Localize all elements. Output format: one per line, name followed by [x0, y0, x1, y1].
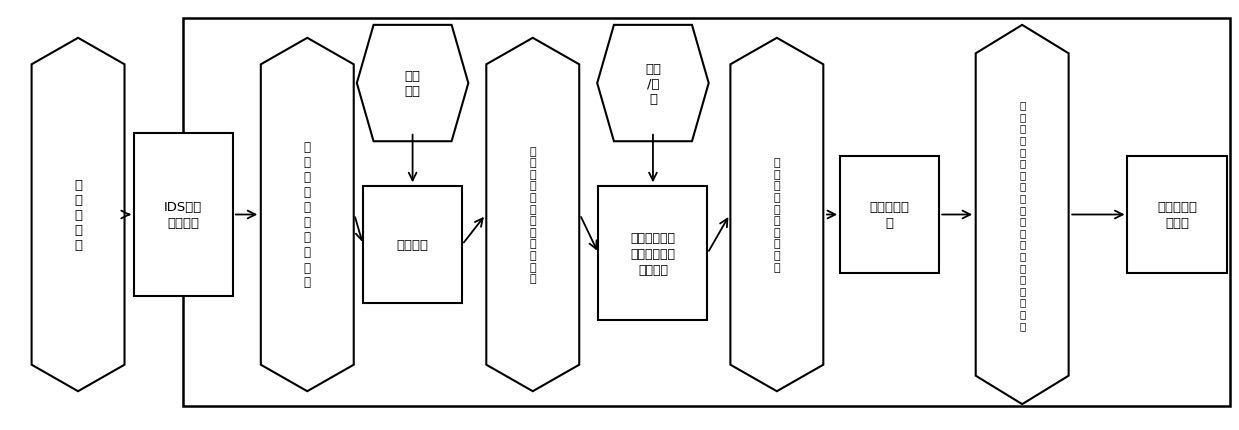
Polygon shape	[597, 26, 709, 142]
Polygon shape	[486, 39, 579, 391]
Text: 接
点
设
计
器
－
采
集
设
备
选
择: 接 点 设 计 器 － 采 集 设 备 选 择	[529, 146, 536, 284]
Polygon shape	[32, 39, 124, 391]
Polygon shape	[976, 26, 1068, 404]
Polygon shape	[260, 39, 354, 391]
Text: 接
口
信
息
库
－
收
集
输
入: 接 口 信 息 库 － 收 集 输 入	[304, 141, 311, 289]
FancyBboxPatch shape	[598, 187, 707, 320]
Text: 外
部
信
息
源: 外 部 信 息 源	[74, 178, 82, 252]
FancyBboxPatch shape	[840, 157, 939, 273]
Text: 提取信息: 提取信息	[396, 239, 429, 252]
Text: 文
件
输
出
器
根
据
各
表
之
间
的
关
联
关
系
查
找
信
息: 文 件 输 出 器 根 据 各 表 之 间 的 关 联 关 系 查 找 信 息	[1018, 100, 1026, 330]
Text: IDS等信
息源导出: IDS等信 息源导出	[165, 200, 202, 230]
FancyBboxPatch shape	[183, 19, 1230, 406]
FancyBboxPatch shape	[1127, 157, 1227, 273]
Text: 详细分配接
点: 详细分配接 点	[870, 200, 909, 230]
Text: 手动
/自
动: 手动 /自 动	[646, 62, 660, 105]
Text: 其他
信息: 其他 信息	[405, 70, 420, 98]
FancyBboxPatch shape	[363, 187, 462, 303]
Polygon shape	[730, 39, 823, 391]
Polygon shape	[357, 26, 468, 142]
Text: 接
点
设
计
器
－
接
点
分
配: 接 点 设 计 器 － 接 点 分 配	[773, 158, 781, 272]
FancyBboxPatch shape	[134, 133, 233, 297]
Text: 参数、指令表
（包含采集设
备信息）: 参数、指令表 （包含采集设 备信息）	[631, 231, 675, 276]
Text: 分系统接点
分配表: 分系统接点 分配表	[1157, 200, 1197, 230]
